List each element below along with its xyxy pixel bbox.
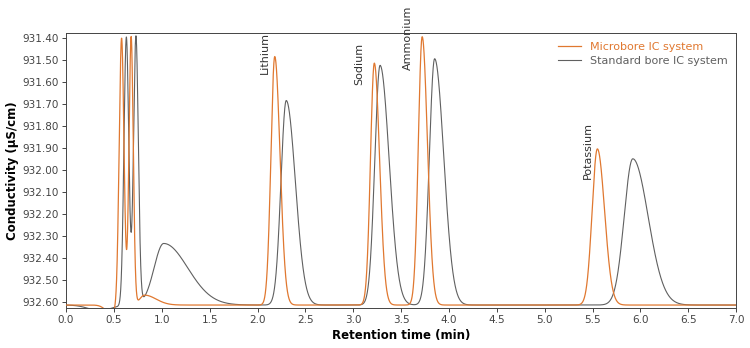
X-axis label: Retention time (min): Retention time (min) xyxy=(332,330,470,342)
Y-axis label: Conductivity (μS/cm): Conductivity (μS/cm) xyxy=(5,102,19,240)
Text: Lithium: Lithium xyxy=(260,32,270,74)
Text: Ammonium: Ammonium xyxy=(403,6,412,70)
Text: Sodium: Sodium xyxy=(355,43,364,85)
Legend: Microbore IC system, Standard bore IC system: Microbore IC system, Standard bore IC sy… xyxy=(555,39,730,69)
Text: Potassium: Potassium xyxy=(583,121,592,179)
